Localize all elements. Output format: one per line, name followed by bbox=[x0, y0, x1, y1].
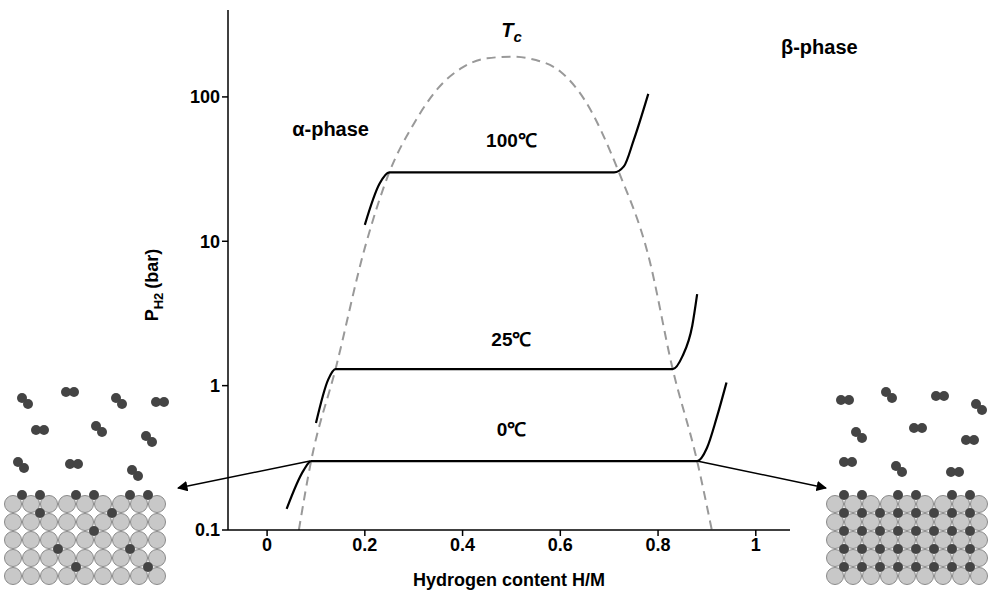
svg-text:1: 1 bbox=[751, 535, 761, 555]
svg-text:Hydrogen content H/M: Hydrogen content H/M bbox=[413, 570, 605, 590]
svg-text:0.1: 0.1 bbox=[195, 520, 220, 540]
svg-text:10: 10 bbox=[200, 232, 220, 252]
svg-text:PH2(bar): PH2(bar) bbox=[142, 249, 166, 322]
svg-text:0.8: 0.8 bbox=[646, 535, 671, 555]
svg-text:0.4: 0.4 bbox=[450, 535, 475, 555]
svg-text:β-phase: β-phase bbox=[781, 36, 858, 58]
svg-text:0.2: 0.2 bbox=[352, 535, 377, 555]
svg-text:Tc: Tc bbox=[501, 19, 522, 45]
svg-text:0: 0 bbox=[262, 535, 272, 555]
svg-text:25℃: 25℃ bbox=[491, 329, 531, 350]
svg-text:100: 100 bbox=[190, 87, 220, 107]
svg-text:100℃: 100℃ bbox=[486, 130, 537, 151]
svg-text:α-phase: α-phase bbox=[292, 118, 369, 140]
svg-text:0℃: 0℃ bbox=[497, 419, 527, 440]
svg-text:1: 1 bbox=[210, 376, 220, 396]
svg-text:0.6: 0.6 bbox=[548, 535, 573, 555]
